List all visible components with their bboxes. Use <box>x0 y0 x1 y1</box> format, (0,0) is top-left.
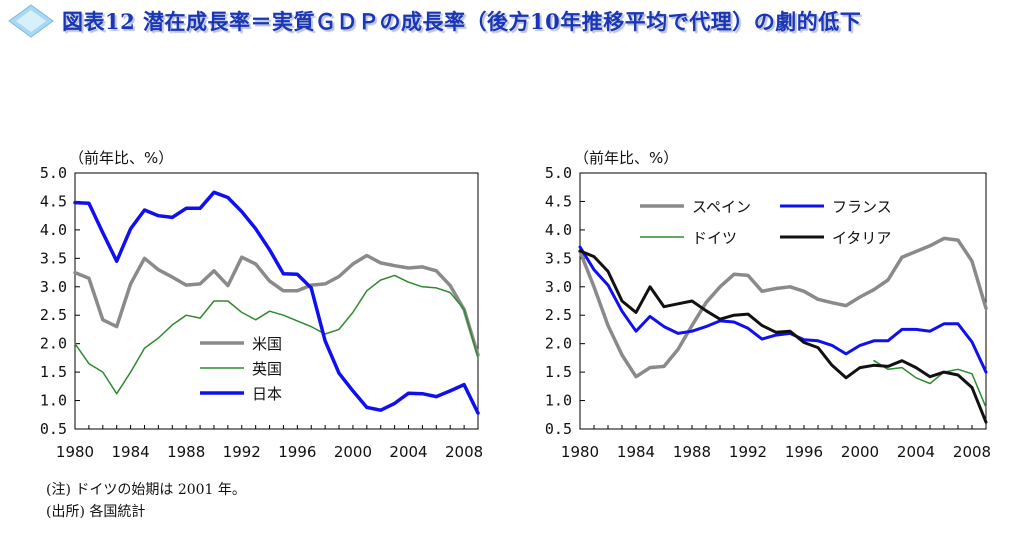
x-tick-label: 1988 <box>673 443 711 461</box>
x-tick-label: 1988 <box>167 443 205 461</box>
right-chart: （前年比、%）5.0 4.5 4.0 3.5 3.0 2.5 2.0 1.5 1.0 0.5 198… <box>545 149 991 461</box>
x-tick-label: 1992 <box>223 443 261 461</box>
x-tick-label: 1980 <box>56 443 94 461</box>
y-tick-label: 1.0 <box>545 392 572 410</box>
x-tick-label: 2004 <box>389 443 427 461</box>
y-tick-label: 3.0 <box>40 278 67 296</box>
x-tick-label: 2008 <box>445 443 483 461</box>
series-line-2 <box>578 245 988 374</box>
legend-label: 日本 <box>252 385 282 403</box>
legend-label: フランス <box>832 198 892 216</box>
x-tick-label: 1984 <box>111 443 149 461</box>
y-tick-label: 4.5 <box>545 192 572 210</box>
x-tick-label: 2004 <box>897 443 935 461</box>
y-tick-label: 2.5 <box>545 306 572 324</box>
y-tick-label: 4.0 <box>40 221 67 239</box>
y-tick-label: 3.5 <box>40 249 67 267</box>
legend-label: 英国 <box>252 360 282 378</box>
series-line-3 <box>73 190 480 415</box>
y-tick-label: 0.5 <box>545 420 572 438</box>
unit-label: （前年比、%） <box>574 149 678 167</box>
series-line-3 <box>873 359 987 409</box>
legend-label: イタリア <box>832 229 891 247</box>
plot-frame <box>74 172 479 430</box>
legend-label: ドイツ <box>692 229 737 247</box>
x-tick-label: 2008 <box>953 443 991 461</box>
title-diamond-icon <box>8 4 54 38</box>
y-tick-label: 1.5 <box>545 363 572 381</box>
y-tick-label: 2.0 <box>545 335 572 353</box>
plot-frame <box>579 172 987 430</box>
y-tick-label: 4.0 <box>545 221 572 239</box>
legend-label: 米国 <box>252 335 282 353</box>
y-tick-label: 5.0 <box>40 164 67 182</box>
source-note: (出所) 各国統計 <box>46 504 146 520</box>
series-line-1 <box>73 253 480 357</box>
x-tick-label: 1996 <box>278 443 316 461</box>
series-line-2 <box>74 274 479 395</box>
legend-label: スペイン <box>692 198 751 216</box>
x-tick-label: 2000 <box>841 443 879 461</box>
y-tick-label: 5.0 <box>545 164 572 182</box>
y-tick-label: 2.5 <box>40 306 67 324</box>
y-tick-label: 3.0 <box>545 278 572 296</box>
left-chart: （前年比、%）5.0 4.5 4.0 3.5 3.0 2.5 2.0 1.5 1.0 0.5 198… <box>40 149 483 461</box>
footnote: (注) ドイツの始期は 2001 年。 <box>46 482 246 498</box>
y-tick-label: 4.5 <box>40 192 67 210</box>
slide-title: 図表12 潜在成長率＝実質ＧＤＰの成長率（後方10年推移平均で代理）の劇的低下 <box>62 9 862 34</box>
unit-label: （前年比、%） <box>69 149 173 167</box>
series-line-1 <box>578 236 988 379</box>
y-tick-label: 3.5 <box>545 249 572 267</box>
x-tick-label: 1984 <box>617 443 655 461</box>
x-tick-label: 1996 <box>785 443 823 461</box>
y-tick-label: 0.5 <box>40 420 67 438</box>
y-tick-label: 1.0 <box>40 392 67 410</box>
y-tick-label: 2.0 <box>40 335 67 353</box>
series-line-4 <box>578 249 988 424</box>
x-tick-label: 1992 <box>729 443 767 461</box>
y-tick-label: 1.5 <box>40 363 67 381</box>
x-tick-label: 2000 <box>334 443 372 461</box>
x-tick-label: 1980 <box>561 443 599 461</box>
